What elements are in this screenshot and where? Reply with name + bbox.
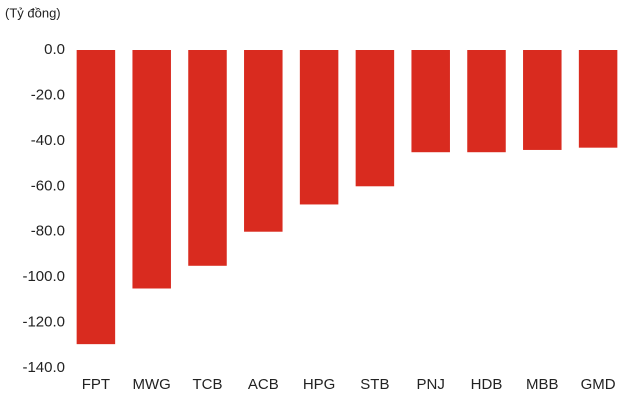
y-tick-label: 0.0 [44, 41, 65, 58]
y-tick-label: -140.0 [22, 359, 65, 376]
y-tick-label: -100.0 [22, 268, 65, 285]
bar [299, 50, 339, 205]
bar [578, 50, 618, 148]
bar [523, 50, 562, 150]
y-tick-label: -60.0 [31, 177, 65, 194]
x-tick-label: HDB [471, 376, 503, 393]
bar [132, 50, 171, 289]
x-tick-label: HPG [303, 376, 336, 393]
y-tick-label: -40.0 [31, 132, 65, 149]
x-tick-label: MWG [133, 376, 171, 393]
x-tick-label: TCB [193, 376, 223, 393]
x-tick-label: GMD [581, 376, 616, 393]
bar [188, 50, 227, 266]
bar [411, 50, 450, 153]
x-tick-label: ACB [248, 376, 279, 393]
x-tick-label: PNJ [417, 376, 445, 393]
unit-label: (Tỷ đồng) [5, 5, 61, 20]
y-tick-label: -20.0 [31, 86, 65, 103]
x-tick-label: STB [360, 376, 389, 393]
bar [76, 50, 116, 345]
y-tick-label: -120.0 [22, 314, 65, 331]
x-tick-label: FPT [82, 376, 110, 393]
bar [467, 50, 506, 153]
x-tick-label: MBB [526, 376, 559, 393]
bar [355, 50, 395, 187]
y-tick-label: -80.0 [31, 223, 65, 240]
bar [244, 50, 283, 232]
